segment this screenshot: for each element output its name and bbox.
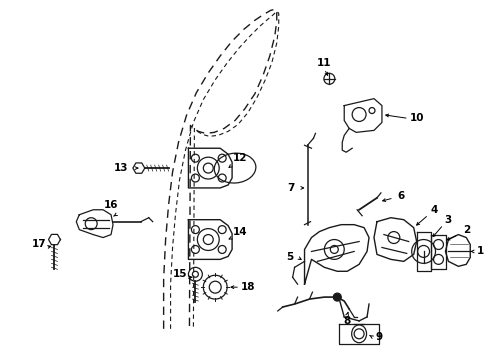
Text: 7: 7 (287, 183, 294, 193)
Text: 15: 15 (173, 269, 188, 279)
Text: 1: 1 (477, 247, 484, 256)
Text: 14: 14 (233, 226, 247, 237)
Text: 6: 6 (397, 191, 404, 201)
Text: 9: 9 (375, 332, 383, 342)
Text: 5: 5 (286, 252, 294, 262)
Circle shape (333, 293, 341, 301)
Text: 17: 17 (32, 239, 47, 249)
Text: 10: 10 (410, 113, 424, 123)
Text: 4: 4 (431, 205, 438, 215)
Text: 16: 16 (104, 200, 118, 210)
Text: 18: 18 (241, 282, 255, 292)
Text: 8: 8 (343, 316, 351, 326)
Text: 11: 11 (317, 58, 332, 68)
Text: 12: 12 (233, 153, 247, 163)
Text: 2: 2 (463, 225, 470, 235)
Text: 13: 13 (114, 163, 128, 173)
Text: 3: 3 (445, 215, 452, 225)
